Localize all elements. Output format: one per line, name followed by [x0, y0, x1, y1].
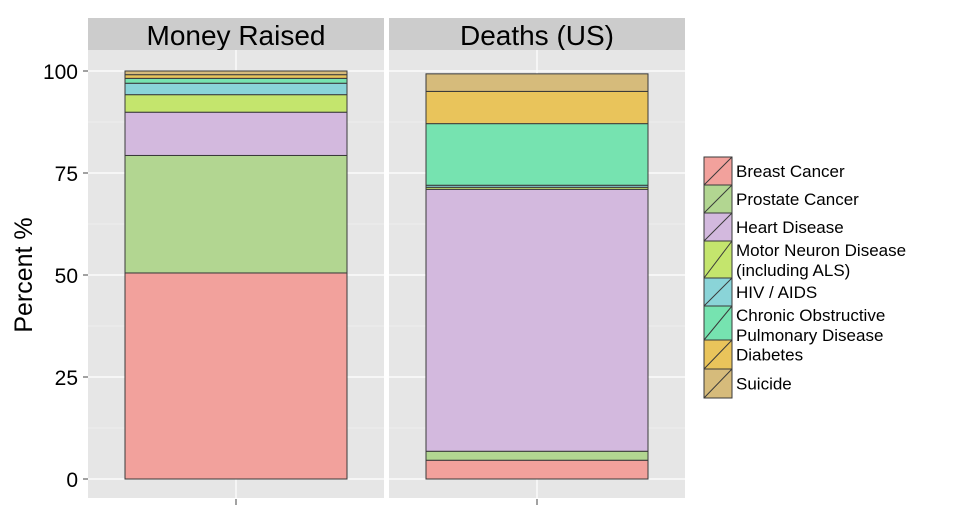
y-tick-label: 75	[55, 163, 78, 186]
bar-segment-breast-cancer	[124, 272, 348, 480]
panel-deaths-us: Deaths (US)	[389, 18, 685, 505]
legend-label: HIV / AIDS	[736, 283, 817, 302]
legend-label: Chronic Obstructive Pulmonary Disease	[736, 306, 885, 345]
legend-key-slash	[703, 277, 733, 307]
bar-segment-suicide	[425, 73, 649, 92]
legend-item-suicide: Suicide	[703, 368, 792, 399]
legend-item-heart-disease: Heart Disease	[703, 212, 844, 242]
legend-item-motor-neuron-disease-including-als: Motor Neuron Disease (including ALS)	[703, 240, 906, 280]
legend-key-slash	[703, 305, 733, 341]
legend-item-diabetes: Diabetes	[703, 339, 803, 370]
legend-key-slash	[703, 240, 733, 279]
bar-segment-chronic-obstructive-pulmonary-disease	[124, 77, 348, 84]
bar-segment-suicide	[124, 70, 348, 76]
bar-segment-heart-disease	[425, 188, 649, 452]
y-axis: 0 25 50 75 100	[43, 61, 88, 492]
y-tick-label: 25	[55, 367, 78, 390]
bar-segment-motor-neuron-disease-including-als	[124, 94, 348, 113]
legend-key-slash	[703, 184, 733, 214]
bar-segment-breast-cancer	[425, 459, 649, 480]
legend-key-slash	[703, 368, 733, 399]
y-axis-title: Percent %	[10, 217, 38, 332]
legend-label: Diabetes	[736, 346, 803, 365]
legend-item-prostate-cancer: Prostate Cancer	[703, 184, 859, 214]
facet-strip	[389, 18, 685, 50]
facet-strip	[88, 18, 384, 50]
legend-key-slash	[703, 212, 733, 242]
y-tick-label: 0	[66, 469, 78, 492]
legend: Breast Cancer Prostate Cancer Heart Diseas…	[703, 156, 906, 399]
bar-segment-diabetes	[425, 90, 649, 125]
panel-money-raised: Money Raised	[88, 18, 384, 505]
legend-item-hiv-aids: HIV / AIDS	[703, 277, 817, 307]
legend-item-chronic-obstructive-pulmonary-disease: Chronic Obstructive Pulmonary Disease	[703, 305, 885, 345]
bar-segment-diabetes	[124, 74, 348, 79]
panels: Money Raised Deaths (US)	[88, 18, 685, 505]
bar-segment-prostate-cancer	[124, 154, 348, 274]
legend-key-slash	[703, 156, 733, 186]
legend-label: Suicide	[736, 375, 792, 394]
legend-label: Motor Neuron Disease (including ALS)	[736, 241, 906, 280]
bar-segment-hiv-aids	[124, 82, 348, 96]
facet-label: Money Raised	[147, 20, 326, 51]
bar-segment-prostate-cancer	[425, 450, 649, 461]
legend-label: Heart Disease	[736, 218, 844, 237]
bar-segment-heart-disease	[124, 111, 348, 156]
legend-item-breast-cancer: Breast Cancer	[703, 156, 845, 186]
bar-segment-chronic-obstructive-pulmonary-disease	[425, 123, 649, 186]
legend-label: Prostate Cancer	[736, 190, 859, 209]
legend-key-slash	[703, 339, 733, 370]
facet-label: Deaths (US)	[460, 20, 614, 51]
y-tick-label: 50	[55, 265, 78, 288]
y-tick-label: 100	[43, 61, 78, 84]
legend-label: Breast Cancer	[736, 162, 845, 181]
